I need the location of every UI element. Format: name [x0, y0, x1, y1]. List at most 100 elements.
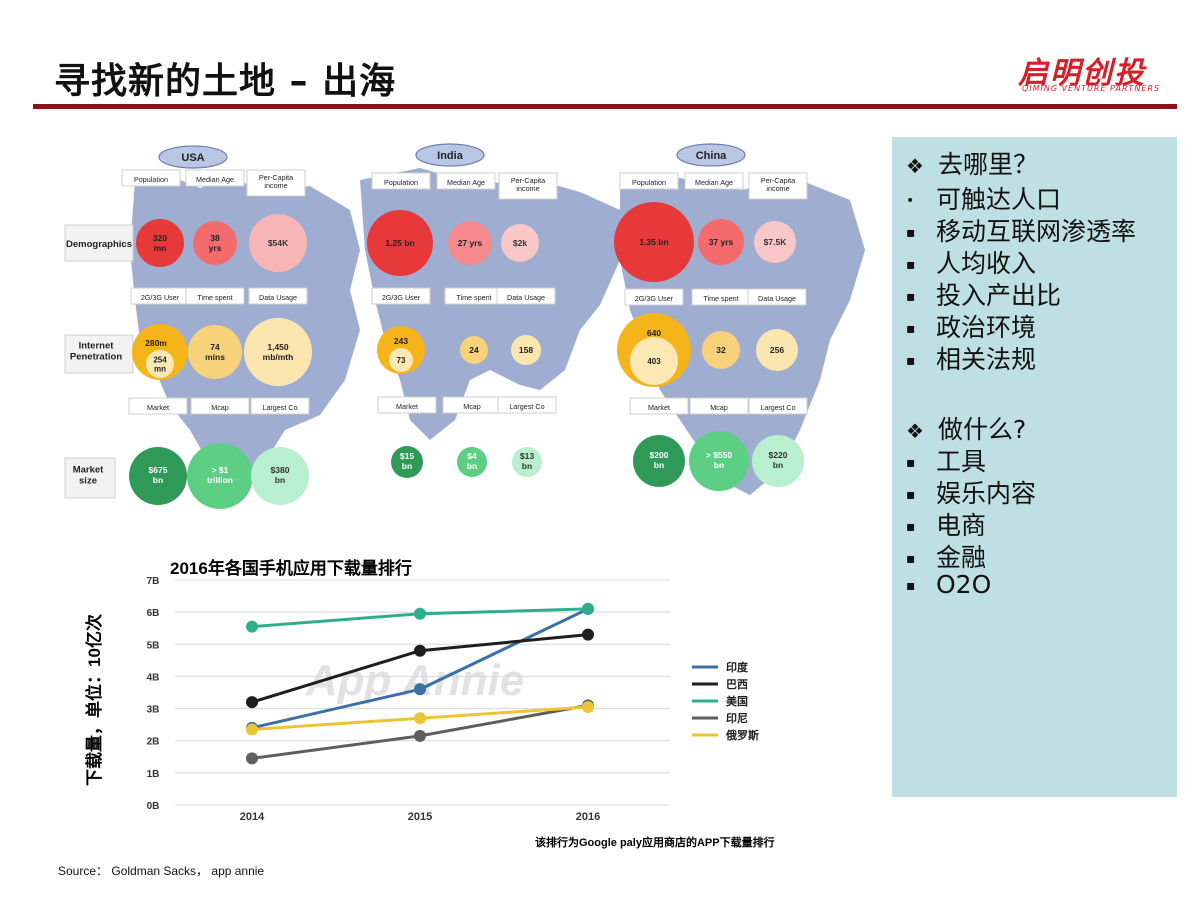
legend-item: 印度: [692, 660, 749, 674]
y-tick-label: 5B: [147, 640, 160, 651]
strategy-panel: ❖ 去哪里？ • 可触达人口 ▪ 移动互联网渗透率 ▪ 人均收入 ▪ 投入产出比 ▪ 政治环境 ▪ 相关法…: [892, 137, 1177, 797]
header-text: Per-Capita: [511, 176, 545, 185]
header-text: Largest Co: [509, 402, 544, 411]
bubble-sub-value: 403: [647, 357, 661, 366]
bubble-value: bn: [275, 475, 285, 485]
market-header: Mcap: [689, 397, 749, 415]
demographic-bubble: $2k: [501, 224, 539, 262]
series-point: [414, 644, 426, 657]
bubble-value: 74: [210, 342, 220, 352]
header-text: 2G/3G User: [141, 293, 180, 302]
header-text: Market: [396, 402, 418, 411]
bubble-value: mn: [154, 243, 167, 253]
header-text: Median Age: [695, 178, 733, 187]
logo-subtitle: QIMING VENTURE PARTNERS: [1022, 84, 1161, 93]
legend-label: 印尼: [726, 712, 748, 725]
header-text: income: [264, 181, 287, 190]
country-block-india: India Population Median Age Per-Capitaincom…: [367, 143, 558, 478]
series-point: [414, 729, 426, 742]
bubble-value: $675: [149, 465, 168, 475]
internet-header: 2G/3G User: [371, 287, 431, 305]
country-block-china: China Population Median Age Per-Capitaincom…: [614, 143, 808, 491]
panel-heading: ❖ 做什么?: [906, 410, 1026, 446]
header-text: Largest Co: [262, 403, 297, 412]
internet-header: Time spent: [691, 288, 751, 306]
series-point: [582, 628, 594, 641]
header-text: Market: [147, 403, 169, 412]
panel-item-text: 相关法规: [936, 345, 1037, 374]
header-text: income: [766, 184, 789, 193]
internet-header: Data Usage: [496, 287, 556, 305]
series-point: [582, 700, 594, 713]
header-text: income: [516, 184, 539, 193]
bubble-value: 280m: [145, 338, 167, 348]
country-cloud-label: USA: [158, 145, 228, 169]
demographic-header: Population: [371, 172, 431, 190]
bubble-value: 1.35 bn: [639, 237, 668, 247]
logo-wordmark: 启明创投: [1018, 56, 1146, 91]
market-bubble: $4bn: [457, 447, 487, 477]
bubble-value: 1,450: [267, 342, 289, 352]
bubble-value: bn: [773, 460, 783, 470]
legend-label: 俄罗斯: [725, 728, 759, 742]
panel-bullet-item: ▪ 人均收入: [906, 244, 1036, 280]
y-tick-label: 2B: [147, 737, 160, 748]
demographic-header: Population: [619, 172, 679, 190]
row-label-text: size: [79, 475, 97, 486]
panel-item-text: 娱乐内容: [936, 479, 1037, 508]
y-tick-label: 3B: [147, 705, 160, 716]
series-point: [414, 607, 426, 620]
bubble-value: > $550: [706, 450, 733, 460]
internet-bubble: 32: [702, 331, 740, 369]
bubble-value: $13: [520, 451, 534, 461]
internet-header: Time spent: [185, 287, 245, 305]
panel-item-text: 做什么?: [938, 415, 1027, 444]
series-4: [246, 700, 594, 736]
market-header: Mcap: [442, 396, 502, 414]
country-cloud-label: China: [676, 143, 746, 167]
bubble-value: 27 yrs: [458, 238, 483, 248]
row-label-text: Internet: [79, 341, 115, 352]
legend-label: 印度: [726, 660, 749, 674]
bullet-icon: ▪: [906, 257, 916, 273]
diamond-bullet-icon: ❖: [906, 154, 924, 178]
demographic-header: Median Age: [684, 172, 744, 190]
bubble-value: $2k: [513, 238, 527, 248]
series-2: [246, 602, 594, 633]
x-tick-label: 2015: [408, 811, 432, 823]
internet-header: 2G/3G User: [624, 288, 684, 306]
panel-item-text: 工具: [936, 447, 987, 476]
bullet-icon: •: [906, 193, 915, 209]
panel-bullet-item: ▪ 政治环境: [906, 308, 1036, 344]
internet-header: Data Usage: [747, 288, 807, 306]
market-header: Market: [377, 396, 437, 414]
app-annie-watermark: App Annie: [305, 656, 524, 705]
series-point: [246, 723, 258, 736]
title-divider: [33, 104, 1177, 109]
bubble-value: 256: [770, 345, 784, 355]
panel-item-text: 移动互联网渗透率: [936, 217, 1137, 246]
internet-bubble: 24: [460, 336, 488, 364]
series-point: [414, 683, 426, 696]
series-point: [246, 696, 258, 709]
slide-title: 寻找新的土地 – 出海: [54, 61, 397, 102]
x-tick-label: 2016: [576, 811, 600, 823]
chart-ylabel: 下载量，单位：10亿次: [84, 614, 104, 786]
legend-label: 美国: [726, 694, 748, 708]
source-note: Source： Goldman Sacks， app annie: [58, 864, 265, 878]
demographic-bubble: 1.25 bn: [367, 210, 433, 276]
panel-heading: ❖ 去哪里？: [906, 145, 1038, 181]
bubble-value: mb/mth: [263, 352, 294, 362]
header-text: Time spent: [197, 293, 232, 302]
qiming-logo: 启明创投 QIMING VENTURE PARTNERS: [1010, 48, 1160, 96]
header-text: Data Usage: [259, 293, 297, 302]
header-text: Time spent: [703, 294, 738, 303]
series-point: [246, 752, 258, 765]
